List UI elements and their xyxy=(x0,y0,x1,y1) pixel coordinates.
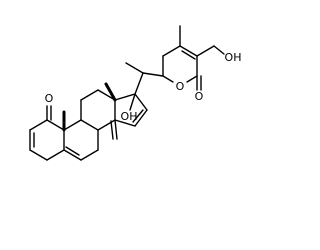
structure-diagram: O OH O O OH xyxy=(29,25,242,161)
atom-label: O xyxy=(45,92,54,105)
atom-label: O xyxy=(176,80,185,93)
bonds xyxy=(29,25,225,161)
atom-label: O xyxy=(195,90,204,103)
atom-label: OH xyxy=(225,51,242,64)
atom-labels: O OH O O OH xyxy=(45,51,242,123)
atom-label: OH xyxy=(121,110,138,123)
